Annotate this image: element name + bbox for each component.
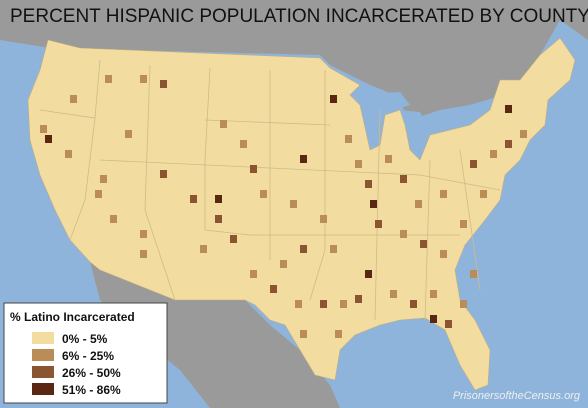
county-patch <box>125 130 132 138</box>
county-patch <box>420 240 427 248</box>
county-patch <box>355 160 362 168</box>
county-patch <box>430 315 437 323</box>
county-patch <box>140 250 147 258</box>
county-patch <box>505 140 512 148</box>
county-patch <box>375 220 382 228</box>
county-patch <box>480 190 487 198</box>
county-patch <box>250 165 257 173</box>
county-patch <box>400 230 407 238</box>
county-patch <box>470 160 477 168</box>
legend-label: 6% - 25% <box>62 349 114 363</box>
county-patch <box>65 150 72 158</box>
county-patch <box>270 285 277 293</box>
county-patch <box>440 250 447 258</box>
county-patch <box>320 300 327 308</box>
county-patch <box>520 130 527 138</box>
county-patch <box>290 200 297 208</box>
county-patch <box>105 75 112 83</box>
county-patch <box>390 290 397 298</box>
county-patch <box>215 195 222 203</box>
legend-label: 51% - 86% <box>62 383 121 397</box>
county-patch <box>260 190 267 198</box>
county-patch <box>140 75 147 83</box>
county-patch <box>370 200 377 208</box>
legend-swatch <box>32 332 54 344</box>
county-patch <box>295 300 302 308</box>
legend-swatch <box>32 383 54 395</box>
county-patch <box>220 120 227 128</box>
county-patch <box>385 155 392 163</box>
county-patch <box>365 270 372 278</box>
county-patch <box>505 105 512 113</box>
county-patch <box>330 95 337 103</box>
legend-title: % Latino Incarcerated <box>10 310 135 324</box>
legend-swatch <box>32 366 54 378</box>
legend-box <box>3 302 168 404</box>
county-patch <box>300 155 307 163</box>
county-patch <box>200 245 207 253</box>
county-patch <box>95 190 102 198</box>
county-patch <box>300 330 307 338</box>
county-patch <box>40 125 47 133</box>
credit: PrisonersoftheCensus.org <box>453 390 581 402</box>
county-patch <box>430 290 437 298</box>
county-patch <box>490 150 497 158</box>
county-patch <box>340 300 347 308</box>
county-patch <box>440 190 447 198</box>
county-patch <box>400 175 407 183</box>
county-layer <box>40 75 527 338</box>
county-patch <box>415 200 422 208</box>
county-patch <box>240 140 247 148</box>
county-patch <box>330 245 337 253</box>
map-title: PERCENT HISPANIC POPULATION INCARCERATED… <box>10 6 588 27</box>
county-patch <box>345 135 352 143</box>
legend-swatch <box>32 349 54 361</box>
county-patch <box>100 175 107 183</box>
county-patch <box>460 220 467 228</box>
county-patch <box>70 95 77 103</box>
county-patch <box>355 295 362 303</box>
county-patch <box>280 260 287 268</box>
legend-label: 0% - 5% <box>62 332 108 346</box>
county-patch <box>320 215 327 223</box>
county-patch <box>365 180 372 188</box>
county-patch <box>45 135 52 143</box>
canada <box>0 0 588 120</box>
county-patch <box>410 300 417 308</box>
county-patch <box>230 235 237 243</box>
county-patch <box>460 300 467 308</box>
usa <box>27 37 576 391</box>
county-patch <box>140 230 147 238</box>
county-patch <box>445 320 452 328</box>
county-patch <box>250 270 257 278</box>
legend-label: 26% - 50% <box>62 366 121 380</box>
county-patch <box>160 80 167 88</box>
county-patch <box>160 170 167 178</box>
county-patch <box>300 245 307 253</box>
county-patch <box>190 195 197 203</box>
county-patch <box>470 270 477 278</box>
county-patch <box>335 330 342 338</box>
county-patch <box>110 215 117 223</box>
legend-items: 0% - 5% 6% - 25% 26% - 50% 51% - 86% <box>32 332 121 397</box>
mexico <box>90 262 340 408</box>
county-patch <box>215 215 222 223</box>
